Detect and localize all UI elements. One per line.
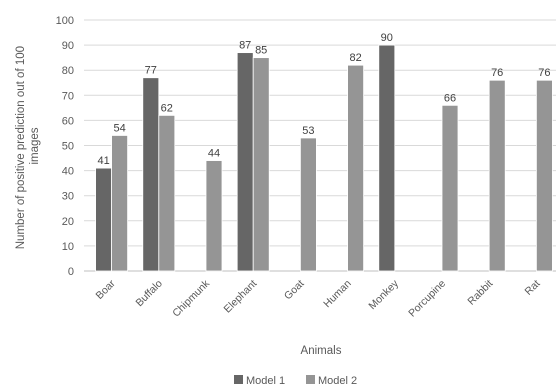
data-label-human-series-2: 82 xyxy=(349,52,361,64)
category-label-boar: Boar xyxy=(94,277,119,302)
y-tick-label: 30 xyxy=(62,191,74,203)
legend: Model 1 Model 2 xyxy=(234,375,357,387)
legend-swatch-series-1 xyxy=(234,375,243,384)
y-tick-label: 100 xyxy=(56,15,74,27)
bar-monkey-series-1 xyxy=(378,44,396,272)
category-label-chipmunk: Chipmunk xyxy=(170,277,212,319)
category-label-monkey: Monkey xyxy=(366,277,401,312)
y-tick-label: 90 xyxy=(62,40,74,52)
data-label-buffalo-series-2: 62 xyxy=(161,102,173,114)
y-tick-label: 20 xyxy=(62,216,74,228)
y-tick-label: 10 xyxy=(62,241,74,253)
data-label-monkey-series-1: 90 xyxy=(381,32,393,44)
category-label-porcupine: Porcupine xyxy=(406,278,448,320)
data-label-rat-series-2: 76 xyxy=(538,67,550,79)
data-label-rabbit-series-2: 76 xyxy=(491,67,503,79)
legend-label-series-2: Model 2 xyxy=(318,375,357,387)
legend-label-series-1: Model 1 xyxy=(246,375,285,387)
y-axis-title-line-1: Number of positive prediction out of 100 xyxy=(15,46,27,249)
bar-elephant-series-1 xyxy=(236,52,254,272)
bar-chipmunk-series-2 xyxy=(205,160,223,272)
y-tick-label: 70 xyxy=(62,90,74,102)
category-labels: Boar Buffalo Chipmunk Elephant Goat Human Monk… xyxy=(94,277,543,319)
data-label-porcupine-series-2: 66 xyxy=(444,92,456,104)
bar-porcupine-series-2 xyxy=(441,104,459,272)
category-label-rabbit: Rabbit xyxy=(465,278,495,308)
bar-goat-series-2 xyxy=(299,137,317,272)
y-tick-label: 0 xyxy=(68,266,74,278)
bar-elephant-series-2 xyxy=(252,57,270,272)
y-axis-title: Number of positive prediction out of 100… xyxy=(15,43,41,250)
bar-human-series-2 xyxy=(347,64,365,272)
category-label-elephant: Elephant xyxy=(222,278,260,316)
bar-buffalo-series-2 xyxy=(158,114,176,272)
category-label-goat: Goat xyxy=(282,278,307,303)
bars xyxy=(95,44,553,272)
y-axis-title-line-2: images xyxy=(29,127,41,164)
bar-rat-series-2 xyxy=(536,79,553,272)
y-tick-label: 50 xyxy=(62,141,74,153)
data-label-elephant-series-1: 87 xyxy=(239,40,251,52)
bar-rabbit-series-2 xyxy=(488,79,506,272)
data-label-elephant-series-2: 85 xyxy=(255,45,267,57)
data-label-chipmunk-series-2: 44 xyxy=(208,148,220,160)
data-label-goat-series-2: 53 xyxy=(302,125,314,137)
bar-boar-series-1 xyxy=(95,167,112,272)
category-label-buffalo: Buffalo xyxy=(133,278,165,310)
category-label-human: Human xyxy=(321,278,354,311)
legend-swatch-series-2 xyxy=(306,375,315,384)
data-label-buffalo-series-1: 77 xyxy=(145,65,157,77)
y-tick-label: 80 xyxy=(62,65,74,77)
data-label-boar-series-1: 41 xyxy=(97,155,109,167)
y-tick-label: 40 xyxy=(62,166,74,178)
data-labels: 41 54 77 62 44 87 85 53 82 90 66 76 76 xyxy=(97,32,550,167)
data-label-boar-series-2: 54 xyxy=(113,122,125,134)
y-tick-labels: 0 10 20 30 40 50 60 70 80 90 100 xyxy=(56,15,74,278)
bar-boar-series-2 xyxy=(111,135,128,272)
category-label-rat: Rat xyxy=(522,278,542,298)
bar-buffalo-series-1 xyxy=(142,77,160,272)
y-tick-label: 60 xyxy=(62,115,74,127)
x-axis-title: Animals xyxy=(301,345,342,357)
